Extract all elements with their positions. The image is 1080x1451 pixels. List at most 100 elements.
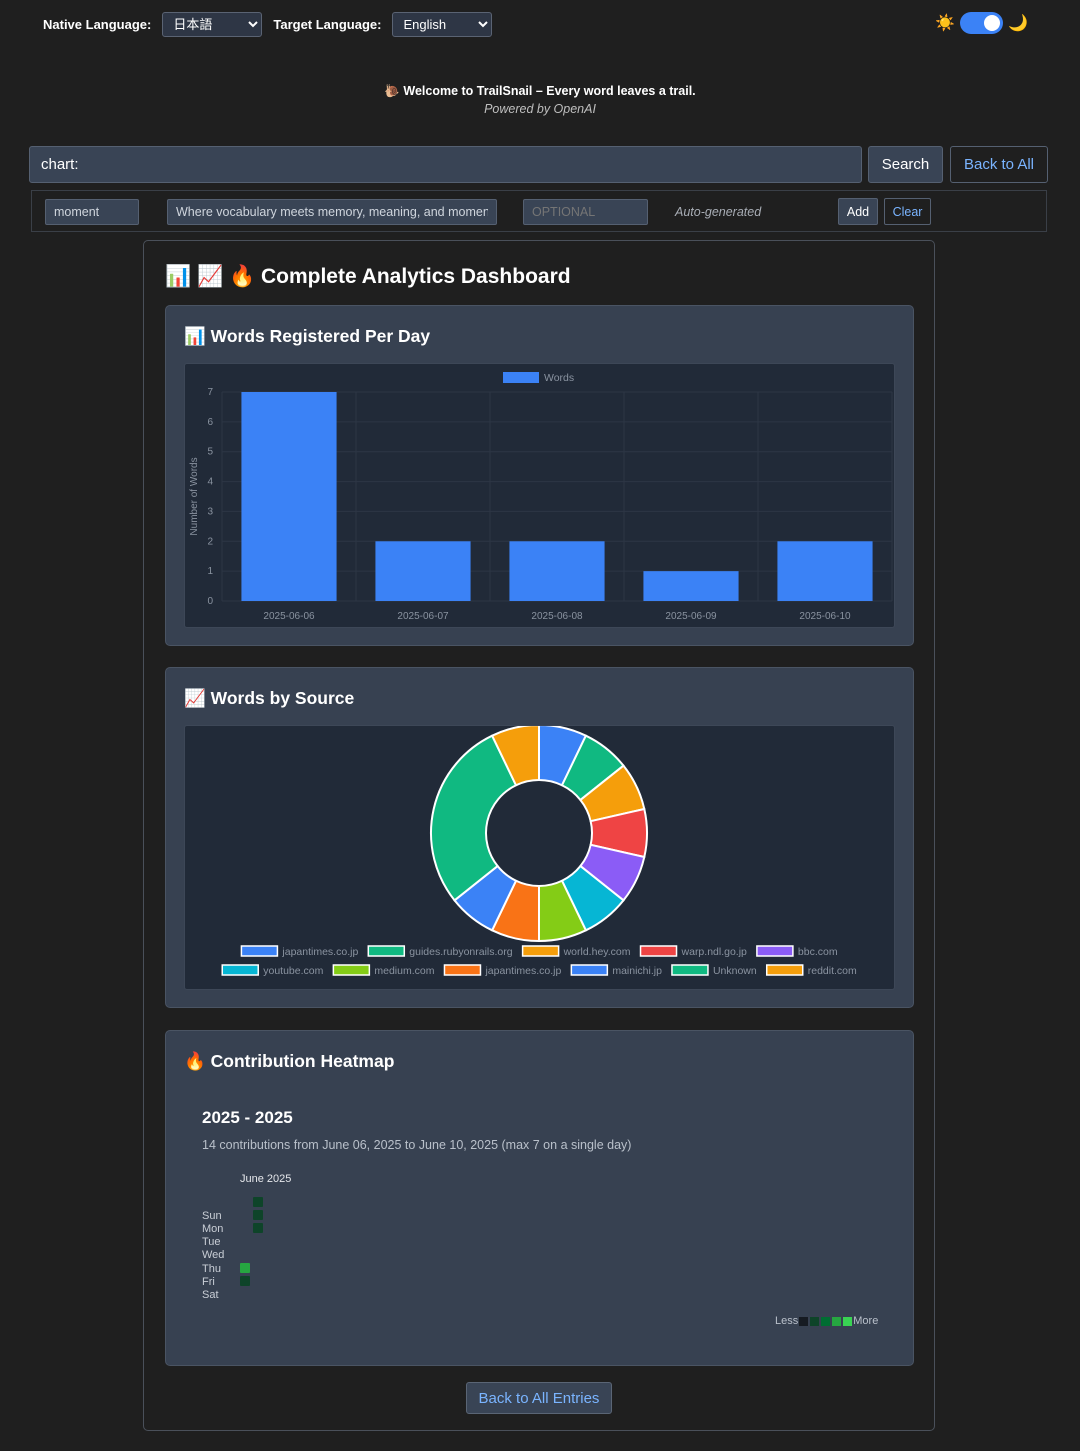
heatmap-cell[interactable] (253, 1197, 263, 1207)
search-button[interactable]: Search (868, 146, 943, 183)
x-tick-label: 2025-06-08 (531, 611, 583, 622)
word-field[interactable] (45, 199, 139, 225)
y-tick-label: 2 (207, 536, 213, 547)
clear-button[interactable]: Clear (884, 198, 931, 225)
target-language-label: Target Language: (273, 17, 382, 32)
donut-chart-container: japantimes.co.jp guides.rubyonrails.org wo… (184, 723, 895, 990)
legend-swatch (799, 1316, 809, 1326)
heatmap-day-tue: Tue (202, 1236, 221, 1248)
y-tick-label: 4 (207, 477, 213, 488)
legend-more-label: More (853, 1315, 879, 1327)
donut-slice (430, 734, 518, 902)
y-tick-label: 3 (207, 506, 213, 517)
words-per-day-title: 📊 Words Registered Per Day (184, 326, 431, 346)
y-tick-label: 5 (207, 447, 213, 458)
heatmap-legend: Less More (775, 1315, 878, 1327)
heatmap-day-fri: Fri (202, 1276, 215, 1288)
legend-label: japantimes.co.jp (281, 946, 358, 958)
heatmap-day-sun: Sun (202, 1210, 222, 1222)
heatmap-cell[interactable] (240, 1276, 250, 1286)
legend-swatch (221, 964, 259, 976)
theme-switch: ☀️ 🌙 (935, 12, 1028, 34)
legend-label: mainichi.jp (612, 965, 662, 977)
bar (241, 392, 337, 601)
welcome-text: 🐌 Welcome to TrailSnail – Every word lea… (384, 84, 696, 98)
description-field[interactable] (167, 199, 497, 225)
heatmap-month-label: June 2025 (240, 1173, 292, 1185)
heatmap-summary: 14 contributions from June 06, 2025 to J… (202, 1138, 632, 1152)
legend-swatch (240, 945, 279, 957)
donut-chart: japantimes.co.jp guides.rubyonrails.org wo… (221, 723, 857, 977)
words-by-source-title: 📈 Words by Source (184, 688, 355, 708)
native-language-select[interactable]: 日本語 (162, 12, 263, 37)
heatmap-title: 🔥 Contribution Heatmap (184, 1051, 395, 1071)
legend-label: japantimes.co.jp (484, 965, 561, 977)
legend-label: medium.com (374, 965, 434, 977)
y-tick-label: 6 (207, 417, 213, 428)
back-to-all-button[interactable]: Back to All (950, 146, 1048, 183)
add-button[interactable]: Add (838, 198, 878, 225)
sun-icon: ☀️ (935, 15, 956, 32)
legend-label: youtube.com (263, 965, 323, 977)
legend-swatch (810, 1316, 820, 1326)
auto-generated-text: Auto-generated (675, 205, 762, 219)
legend-label: guides.rubyonrails.org (409, 946, 512, 958)
legend-swatch (756, 945, 794, 957)
legend-swatch (832, 1316, 842, 1326)
heatmap-day-mon: Mon (202, 1223, 224, 1235)
back-to-all-entries-button[interactable]: Back to All Entries (466, 1382, 612, 1414)
words-by-source-card: 📈 Words by Source japantimes.co.jp guides… (165, 667, 914, 1008)
legend-swatch (639, 945, 678, 957)
bar-chart: 0 1 2 3 4 5 6 7 Number of Words 2025-06-06 2025-06… (189, 372, 893, 622)
legend-label: world.hey.com (563, 946, 631, 958)
heatmap-day-wed: Wed (202, 1249, 225, 1261)
legend-swatch (521, 945, 560, 957)
heatmap-year-range: 2025 - 2025 (202, 1108, 293, 1127)
moon-icon: 🌙 (1008, 15, 1028, 32)
bar (777, 541, 873, 601)
legend-swatch (570, 964, 609, 976)
x-tick-label: 2025-06-09 (665, 611, 717, 622)
y-tick-label: 7 (207, 387, 213, 398)
bar (643, 571, 739, 601)
optional-field[interactable] (523, 199, 648, 225)
y-tick-label: 1 (207, 566, 213, 577)
y-axis-label: Number of Words (189, 457, 200, 535)
legend-swatch (367, 945, 406, 957)
bar-chart-container: 0 1 2 3 4 5 6 7 Number of Words 2025-06-06 2025-06… (184, 363, 895, 628)
target-language-select[interactable]: English (392, 12, 493, 37)
legend-swatch (671, 964, 709, 976)
bar (375, 541, 471, 601)
x-tick-label: 2025-06-06 (263, 611, 315, 622)
dashboard-title: 📊 📈 🔥 Complete Analytics Dashboard (165, 265, 571, 288)
add-word-row: Auto-generated Add Clear (31, 190, 1047, 232)
language-bar: Native Language: 日本語 Target Language: En… (43, 12, 493, 37)
heatmap-cell[interactable] (253, 1210, 263, 1220)
x-tick-label: 2025-06-10 (799, 611, 851, 622)
native-language-label: Native Language: (43, 17, 152, 32)
legend-swatch (821, 1316, 831, 1326)
heatmap-day-sat: Sat (202, 1289, 219, 1301)
legend-swatch (765, 964, 804, 976)
powered-by-text: Powered by OpenAI (484, 102, 596, 116)
heatmap-day-thu: Thu (202, 1263, 221, 1275)
legend-swatch-words (503, 372, 539, 383)
words-per-day-card: 📊 Words Registered Per Day 0 1 2 3 4 5 6 7 Numbe… (165, 305, 914, 646)
x-tick-label: 2025-06-07 (397, 611, 449, 622)
heatmap-cell[interactable] (253, 1223, 263, 1233)
legend-label: bbc.com (798, 946, 838, 958)
y-tick-label: 0 (207, 596, 213, 607)
legend-swatch (443, 964, 482, 976)
analytics-dashboard: 📊 📈 🔥 Complete Analytics Dashboard 📊 Wor… (143, 240, 935, 1431)
legend-swatch (843, 1316, 853, 1326)
legend-label: Unknown (713, 965, 757, 977)
legend-swatch (332, 964, 371, 976)
legend-less-label: Less (775, 1315, 799, 1327)
legend-label: warp.ndl.go.jp (681, 946, 748, 958)
search-input[interactable] (29, 146, 862, 183)
legend-label: reddit.com (808, 965, 857, 977)
heatmap-cell[interactable] (240, 1263, 250, 1273)
dark-mode-toggle[interactable] (960, 12, 1004, 34)
bar (509, 541, 605, 601)
contribution-heatmap-card: 🔥 Contribution Heatmap 2025 - 2025 14 co… (165, 1030, 914, 1366)
